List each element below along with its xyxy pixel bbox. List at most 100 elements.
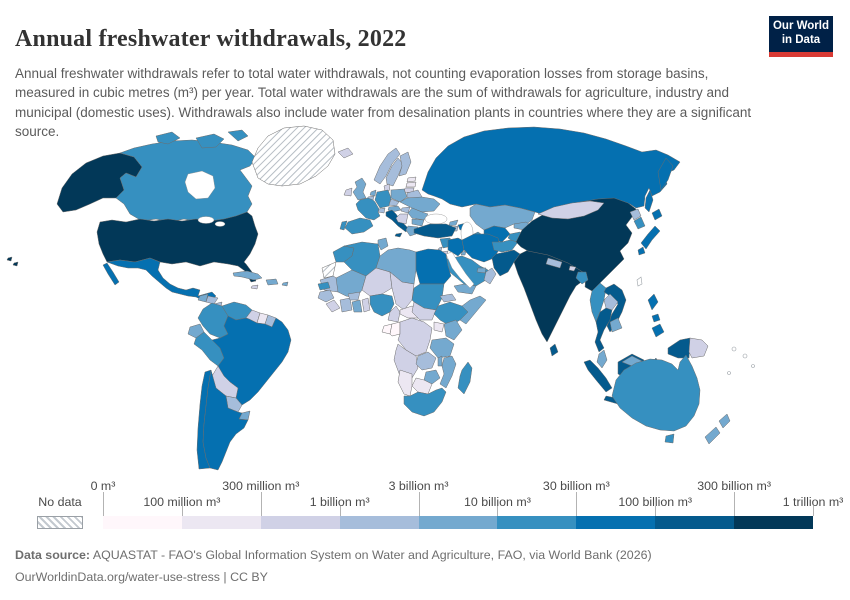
legend-no-data-swatch[interactable] [37,516,83,529]
country-estonia[interactable] [406,176,417,183]
country-japan-hokkaido[interactable] [651,208,663,221]
country-malaysia[interactable] [596,349,608,369]
country-united-kingdom[interactable] [352,177,367,201]
country-congo[interactable] [389,321,401,337]
country-canada-arctic-west[interactable] [155,131,181,145]
country-netherlands[interactable] [369,189,377,197]
owid-logo[interactable]: Our World in Data [769,16,833,57]
country-brazil[interactable] [211,315,292,406]
country-zambia[interactable] [415,351,437,371]
country-germany[interactable] [374,189,392,209]
country-eritrea[interactable] [439,293,457,303]
country-south-sudan[interactable] [411,301,437,321]
country-hawaii[interactable] [6,256,13,262]
legend-segment-8[interactable] [734,516,813,529]
country-madagascar[interactable] [457,361,473,395]
country-japan-honshu[interactable] [640,225,661,250]
country-portugal[interactable] [339,220,348,231]
legend-segment-1[interactable] [181,516,261,529]
country-zimbabwe[interactable] [423,369,441,385]
country-malawi[interactable] [437,355,443,367]
country-ireland[interactable] [343,187,353,197]
country-pakistan[interactable] [491,249,521,277]
legend-segment-5[interactable] [497,516,577,529]
country-tunisia[interactable] [377,237,389,251]
country-spain[interactable] [344,217,374,235]
country-greenland[interactable] [251,125,336,187]
country-cambodia[interactable] [609,317,623,333]
country-balkans[interactable] [395,213,409,225]
legend-segment-3[interactable] [339,516,419,529]
country-sierra-leone[interactable] [325,299,341,313]
country-indonesia-sumatra[interactable] [583,359,613,393]
country-iceland[interactable] [337,147,354,159]
country-bhutan[interactable] [568,265,577,272]
country-kenya[interactable] [443,319,463,341]
country-hawaii-2[interactable] [12,261,19,267]
country-philippines-mindanao[interactable] [651,323,665,338]
legend-segment-7[interactable] [655,516,735,529]
country-benin[interactable] [361,297,371,313]
country-denmark[interactable] [383,183,391,192]
country-sri-lanka[interactable] [549,343,559,357]
country-united-states[interactable] [96,211,259,283]
country-iran[interactable] [461,233,501,263]
country-norway[interactable] [373,147,401,185]
country-canada-arctic-east[interactable] [227,129,249,142]
country-egypt[interactable] [415,248,452,285]
country-south-korea[interactable] [633,216,646,230]
country-tasmania[interactable] [664,433,675,444]
country-bulgaria[interactable] [411,218,425,227]
country-cuba[interactable] [232,270,263,281]
country-japan-kyushu[interactable] [637,246,646,256]
country-nepal[interactable] [545,257,563,269]
country-philippines-visayas[interactable] [651,313,661,323]
country-russia-kamchatka[interactable] [657,157,674,191]
country-russia[interactable] [421,126,681,217]
legend-segment-4[interactable] [418,516,498,529]
country-namibia[interactable] [397,369,413,397]
country-philippines-luzon[interactable] [647,293,659,311]
country-thailand[interactable] [594,307,613,353]
country-uae[interactable] [476,267,487,274]
country-russia-sakhalin[interactable] [644,189,654,213]
country-finland[interactable] [398,151,412,177]
country-georgia[interactable] [448,219,459,227]
country-new-zealand-north[interactable] [718,413,731,429]
country-indonesia-papua[interactable] [667,337,691,359]
country-poland[interactable] [390,188,408,203]
country-ukraine[interactable] [399,196,441,213]
country-oman[interactable] [483,267,497,285]
country-italy-sicily[interactable] [394,232,403,238]
country-turkey[interactable] [413,223,457,239]
country-taiwan[interactable] [636,276,643,287]
country-tanzania[interactable] [429,337,455,359]
country-bangladesh[interactable] [575,271,589,285]
legend-segment-6[interactable] [576,516,656,529]
country-mozambique[interactable] [439,355,457,389]
country-argentina[interactable] [202,369,249,471]
country-puerto-rico[interactable] [281,281,289,287]
country-burkina-faso[interactable] [347,291,361,301]
country-senegal[interactable] [317,281,331,291]
country-new-zealand-south[interactable] [704,426,721,445]
country-ivory-coast[interactable] [339,297,353,313]
country-ghana[interactable] [351,299,363,313]
country-uganda[interactable] [433,321,445,333]
country-dr-congo[interactable] [397,317,433,357]
legend-segment-0[interactable] [103,516,182,529]
country-papua-new-guinea[interactable] [688,337,709,359]
country-mexico[interactable] [106,257,217,303]
owid-url-link[interactable]: OurWorldinData.org/water-use-stress | CC… [15,569,268,584]
country-mexico-baja[interactable] [102,262,120,286]
country-guinea[interactable] [317,289,335,303]
country-somalia[interactable] [459,295,487,325]
country-latvia[interactable] [405,181,417,188]
country-france[interactable] [355,197,381,221]
country-afghanistan[interactable] [491,239,519,253]
country-south-africa[interactable] [403,387,447,417]
country-canada-baffin[interactable] [195,133,225,149]
country-australia[interactable] [611,354,701,432]
legend-segment-2[interactable] [260,516,340,529]
country-western-sahara[interactable] [321,261,337,279]
